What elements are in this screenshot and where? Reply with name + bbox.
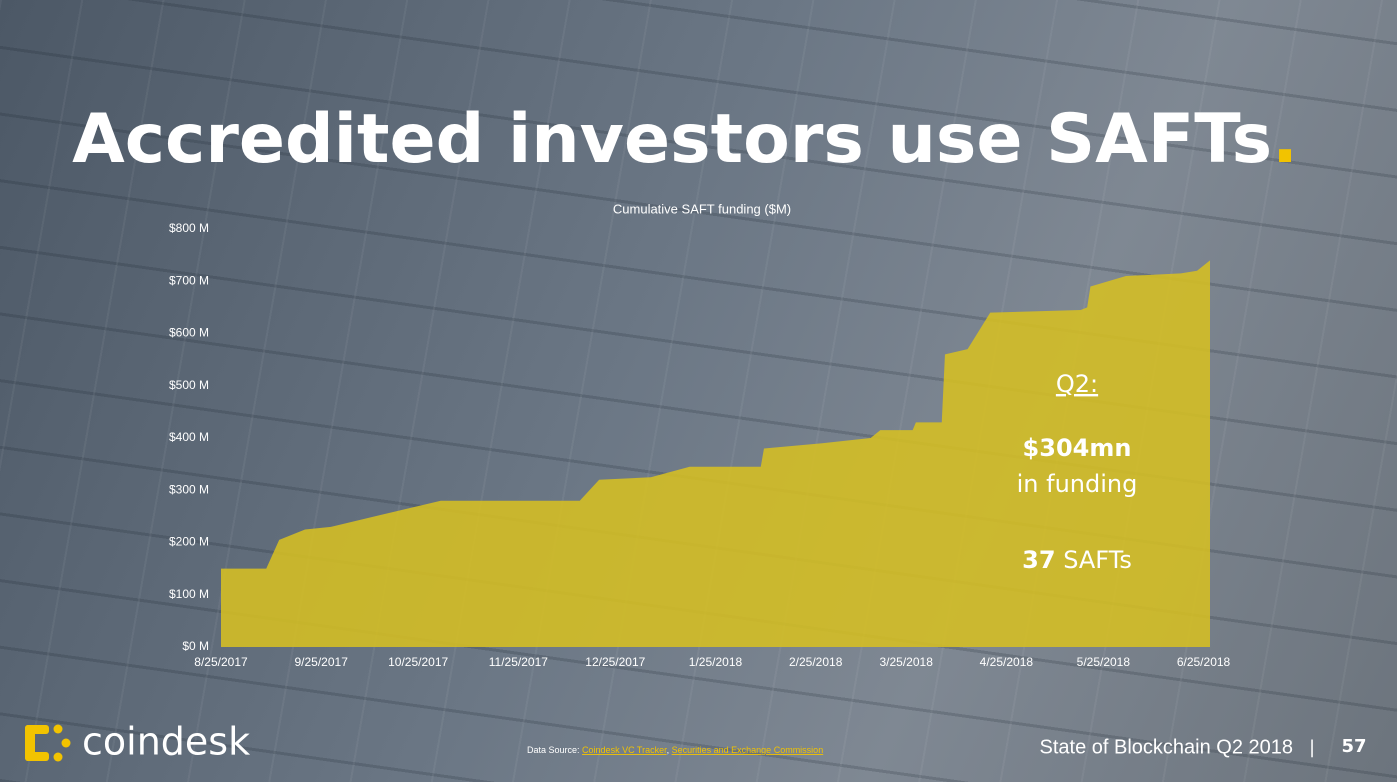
x-tick-label: 10/25/2017 bbox=[388, 655, 448, 669]
source: Data Source: Coindesk VC Tracker, Securi… bbox=[527, 745, 823, 755]
brand: coindesk bbox=[82, 720, 250, 764]
x-tick-label: 6/25/2018 bbox=[1177, 655, 1231, 669]
x-tick-label: 8/25/2017 bbox=[194, 655, 248, 669]
title-accent: . bbox=[1272, 100, 1298, 179]
annotation-heading: Q2: bbox=[1056, 370, 1098, 398]
source-separator: , bbox=[667, 745, 670, 755]
y-tick-label: $100 M bbox=[169, 587, 209, 601]
y-tick-label: $0 M bbox=[182, 639, 209, 653]
source-label: Data Source: bbox=[527, 745, 580, 755]
source-link[interactable]: Coindesk VC Tracker bbox=[582, 745, 667, 755]
slide-title: Accredited investors use SAFTs. bbox=[72, 100, 1298, 179]
x-tick-label: 9/25/2017 bbox=[294, 655, 348, 669]
divider: | bbox=[1309, 737, 1315, 758]
y-tick-label: $600 M bbox=[169, 326, 209, 340]
y-tick-label: $400 M bbox=[169, 430, 209, 444]
chart-title: Cumulative SAFT funding ($M) bbox=[613, 201, 791, 216]
y-tick-label: $800 M bbox=[169, 221, 209, 235]
area bbox=[221, 260, 1210, 647]
page-number: 57 bbox=[1341, 736, 1366, 757]
annotation-count: 37 SAFTs bbox=[1022, 546, 1132, 574]
annotation-amount-text: in funding bbox=[1017, 470, 1138, 498]
title-text: Accredited investors use SAFTs bbox=[72, 100, 1272, 179]
count-text: SAFTs bbox=[1063, 546, 1132, 574]
y-tick-label: $700 M bbox=[169, 273, 209, 287]
source-link[interactable]: Securities and Exchange Commission bbox=[672, 745, 824, 755]
report-name: State of Blockchain Q2 2018 bbox=[1040, 736, 1294, 758]
x-tick-label: 5/25/2018 bbox=[1077, 655, 1131, 669]
count-number: 37 bbox=[1022, 546, 1055, 574]
y-tick-label: $500 M bbox=[169, 378, 209, 392]
annotation-amount: $304mn bbox=[1023, 434, 1132, 462]
x-tick-label: 11/25/2017 bbox=[489, 655, 548, 669]
x-tick-label: 4/25/2018 bbox=[980, 655, 1034, 669]
y-tick-label: $200 M bbox=[169, 535, 209, 549]
x-tick-label: 3/25/2018 bbox=[879, 655, 933, 669]
logo-icon bbox=[25, 724, 71, 762]
x-tick-label: 1/25/2018 bbox=[689, 655, 743, 669]
y-tick-label: $300 M bbox=[169, 482, 209, 496]
x-tick-label: 12/25/2017 bbox=[585, 655, 645, 669]
x-tick-label: 2/25/2018 bbox=[789, 655, 843, 669]
